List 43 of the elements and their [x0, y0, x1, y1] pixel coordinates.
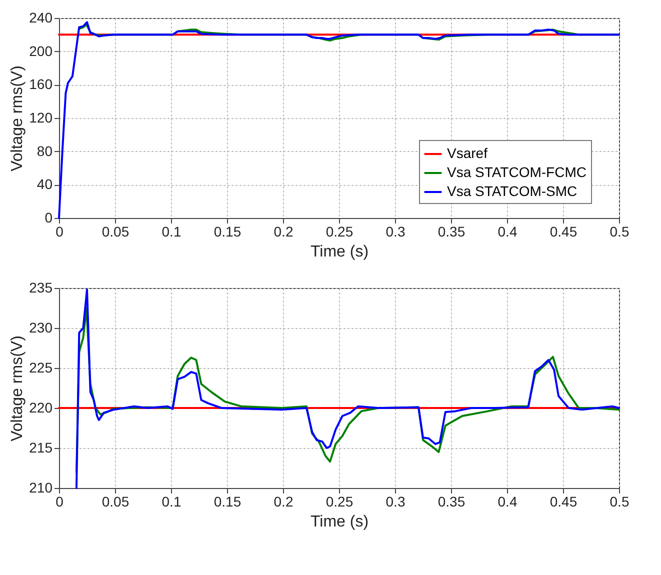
x-tick-label: 0.1 [162, 494, 182, 510]
x-tick-label: 0.15 [214, 494, 242, 510]
y-tick-label: 240 [29, 10, 53, 26]
y-tick-label: 230 [29, 320, 53, 336]
x-tick-label: 0.45 [550, 494, 578, 510]
x-tick-label: 0 [56, 494, 64, 510]
y-tick-label: 120 [29, 110, 53, 126]
y-tick-label: 215 [29, 440, 53, 456]
y-tick-label: 225 [29, 360, 53, 376]
x-tick-label: 0.15 [214, 224, 242, 240]
x-tick-label: 0.05 [102, 494, 130, 510]
x-tick-label: 0.4 [498, 224, 518, 240]
x-tick-label: 0 [56, 224, 64, 240]
legend-label: Vsa STATCOM-FCMC [447, 164, 586, 180]
y-tick-label: 210 [29, 480, 53, 496]
x-tick-label: 0.35 [438, 494, 466, 510]
y-tick-label: 80 [36, 142, 53, 159]
y-tick-label: 160 [29, 76, 53, 92]
x-tick-label: 0.1 [162, 224, 182, 240]
x-axis-title: Time (s) [310, 244, 369, 260]
x-tick-label: 0.5 [610, 224, 630, 240]
x-tick-label: 0.5 [610, 494, 630, 510]
x-tick-label: 0.2 [274, 224, 294, 240]
x-tick-label: 0.25 [326, 224, 354, 240]
y-tick-label: 0 [44, 210, 53, 226]
x-axis-title: Time (s) [310, 514, 369, 530]
x-tick-label: 0.4 [498, 494, 518, 510]
x-tick-label: 0.45 [550, 224, 578, 240]
y-tick-label: 235 [29, 280, 53, 296]
legend-label: Vsaref [447, 145, 488, 161]
legend-label: Vsa STATCOM-SMC [447, 183, 578, 199]
y-axis-title: Voltage rms(V) [9, 336, 26, 442]
x-tick-label: 0.3 [386, 494, 406, 510]
y-tick-label: 220 [29, 400, 53, 416]
x-tick-label: 0.3 [386, 224, 406, 240]
y-tick-label: 200 [29, 42, 53, 59]
x-tick-label: 0.25 [326, 494, 354, 510]
x-tick-label: 0.05 [102, 224, 130, 240]
x-tick-label: 0.2 [274, 494, 294, 510]
line-series [75, 288, 620, 489]
x-tick-label: 0.35 [438, 224, 466, 240]
y-tick-label: 40 [36, 176, 53, 192]
y-axis-title: Voltage rms(V) [9, 66, 26, 172]
